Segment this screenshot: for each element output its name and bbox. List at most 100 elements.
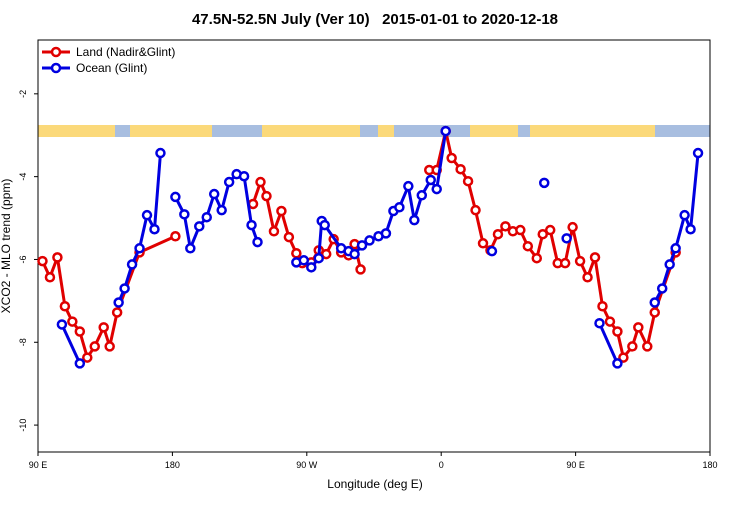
- point: [268, 226, 280, 237]
- point: [380, 228, 392, 239]
- point: [82, 352, 93, 363]
- point: [403, 180, 414, 192]
- point: [612, 326, 623, 337]
- point: [37, 255, 48, 267]
- point: [656, 283, 668, 294]
- point: [104, 341, 115, 352]
- point: [559, 257, 571, 269]
- point: [627, 341, 638, 352]
- point: [544, 224, 556, 236]
- point: [364, 235, 375, 246]
- point: [409, 214, 420, 226]
- point: [74, 326, 86, 337]
- point: [567, 221, 578, 233]
- x-tick-label: 90 E: [29, 460, 48, 470]
- point: [283, 231, 295, 243]
- point: [291, 247, 302, 259]
- point: [612, 358, 623, 369]
- x-tick-label: 90 E: [566, 460, 585, 470]
- point: [633, 322, 644, 333]
- point: [185, 243, 196, 254]
- point: [59, 300, 71, 312]
- point: [679, 209, 690, 221]
- point: [425, 174, 436, 186]
- point: [134, 243, 145, 254]
- point: [446, 152, 457, 164]
- point: [216, 204, 227, 216]
- point: [319, 219, 330, 231]
- point: [642, 341, 653, 352]
- legend-label: Ocean (Glint): [76, 61, 147, 75]
- x-tick-label: 180: [165, 460, 180, 470]
- land-strip: [378, 125, 394, 137]
- land-strip: [470, 125, 518, 137]
- x-axis-label: Longitude (deg E): [327, 477, 422, 491]
- point: [89, 341, 100, 352]
- point: [113, 297, 124, 308]
- point: [394, 202, 405, 213]
- point: [515, 224, 526, 236]
- point: [470, 204, 481, 216]
- point: [416, 190, 428, 201]
- point: [74, 358, 86, 369]
- point: [561, 233, 572, 244]
- point: [170, 231, 181, 242]
- point: [223, 176, 235, 188]
- point: [355, 264, 366, 275]
- point: [431, 183, 442, 195]
- point: [170, 191, 181, 203]
- legend-marker: [50, 46, 62, 58]
- point: [492, 228, 504, 240]
- point: [574, 255, 586, 267]
- point: [208, 188, 220, 200]
- point: [313, 252, 324, 264]
- point: [537, 228, 548, 240]
- point: [149, 223, 160, 235]
- point: [692, 147, 704, 159]
- point: [589, 252, 601, 263]
- point: [56, 319, 68, 330]
- point: [349, 248, 360, 260]
- y-tick-label: -10: [18, 419, 28, 432]
- point: [44, 272, 56, 283]
- point: [604, 316, 616, 327]
- point: [141, 209, 153, 221]
- point: [477, 238, 489, 249]
- point: [255, 176, 266, 188]
- point: [670, 243, 681, 254]
- chart-title: 47.5N-52.5N July (Ver 10) 2015-01-01 to …: [192, 11, 558, 28]
- point: [522, 240, 534, 252]
- point: [194, 221, 205, 232]
- x-tick-label: 180: [702, 460, 717, 470]
- point: [455, 163, 466, 175]
- point: [582, 272, 593, 283]
- point: [531, 252, 543, 264]
- land-strip: [262, 125, 360, 137]
- point: [486, 245, 498, 257]
- legend-marker: [50, 62, 62, 74]
- point: [594, 317, 605, 329]
- point: [649, 297, 660, 308]
- point: [52, 252, 63, 263]
- point: [538, 177, 550, 189]
- legend-label: Land (Nadir&Glint): [76, 45, 175, 59]
- point: [155, 147, 166, 159]
- point: [201, 211, 212, 223]
- point: [356, 240, 368, 251]
- point: [238, 170, 250, 182]
- point: [246, 219, 257, 231]
- point: [462, 175, 474, 187]
- point: [298, 255, 310, 266]
- plot-frame: [37, 39, 711, 453]
- y-tick-label: -4: [18, 173, 28, 181]
- point: [649, 307, 660, 318]
- point: [252, 236, 263, 248]
- land-strip: [530, 125, 655, 137]
- point: [320, 248, 332, 260]
- point: [111, 307, 123, 318]
- point: [440, 125, 451, 137]
- point: [67, 316, 78, 327]
- land-strip: [130, 125, 212, 137]
